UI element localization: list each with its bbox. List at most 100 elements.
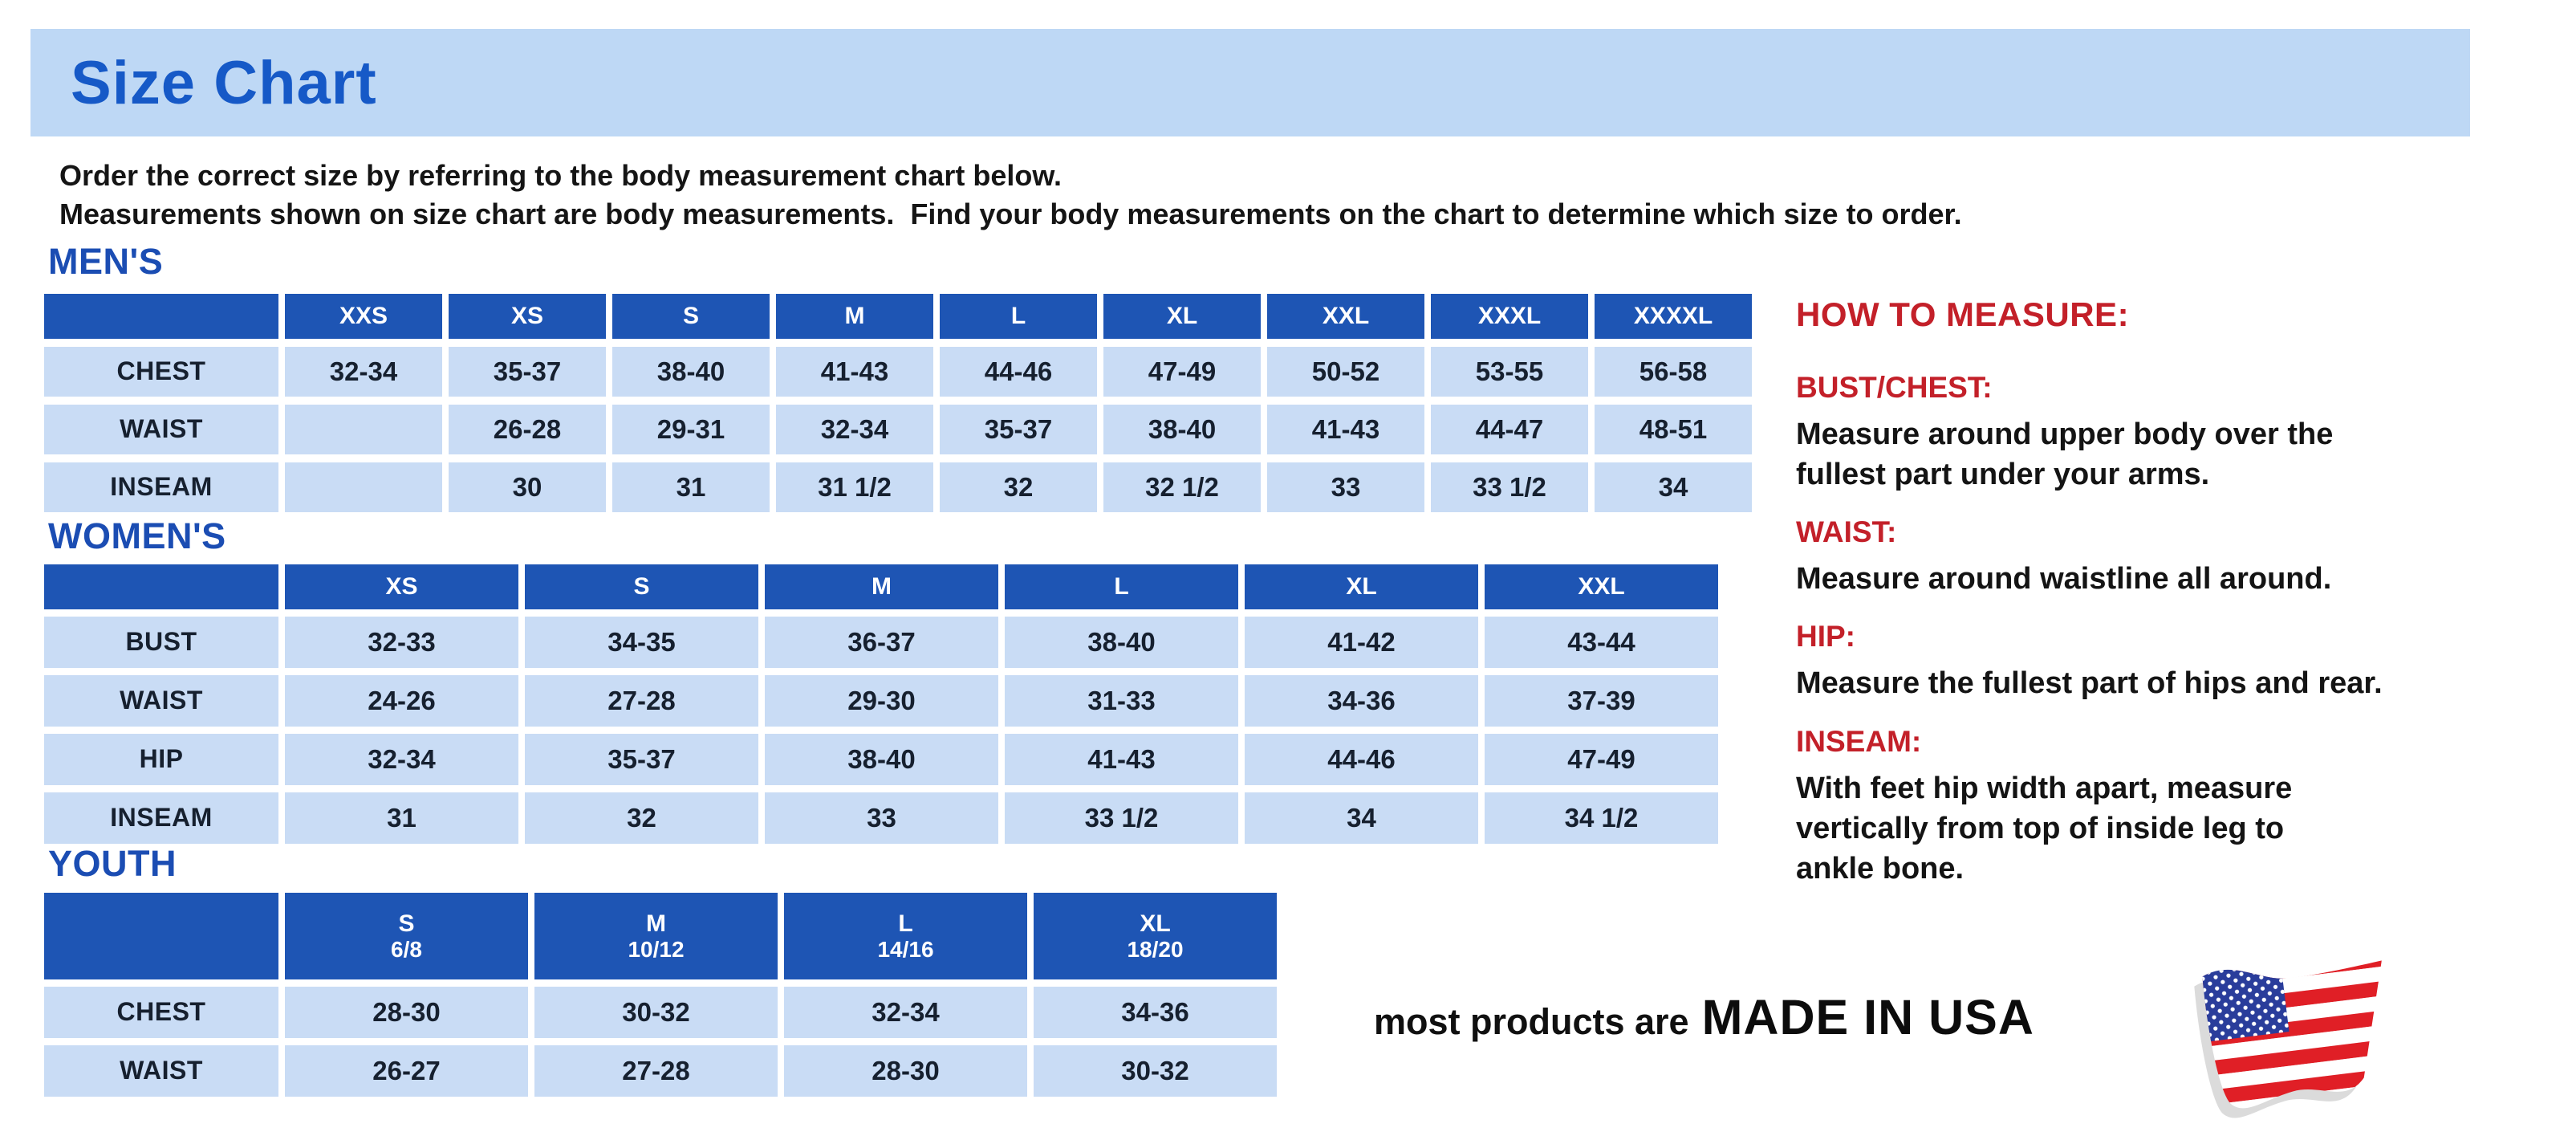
womens-size-cell: 38-40 [1005,617,1238,668]
column-size-label: S [682,303,699,330]
mens-size-cell: 50-52 [1267,347,1424,397]
womens-column-header-m: M [765,564,998,609]
column-size-range: 14/16 [877,937,934,963]
column-size-range: 10/12 [628,937,685,963]
womens-column-header-l: L [1005,564,1238,609]
youth-row-label-chest: CHEST [44,987,278,1038]
womens-size-cell: 31-33 [1005,675,1238,727]
youth-size-cell: 28-30 [784,1045,1027,1097]
intro-line-1: Order the correct size by referring to t… [59,159,1062,192]
measure-instruction: Measure the fullest part of hips and rea… [1796,666,2383,701]
womens-size-cell: 37-39 [1485,675,1718,727]
womens-row-label-bust: BUST [44,617,278,668]
mens-column-header-xxs: XXS [285,294,442,339]
womens-size-cell: 35-37 [525,734,758,785]
column-size-label: XL [1166,303,1198,330]
footer-prefix: most products are [1374,1001,1689,1042]
womens-size-table: XS S M L XL XXL BUST 32-33 34-35 36-37 38-40 41-42 4… [44,564,1718,844]
youth-header-corner [44,893,278,979]
youth-column-header-m: M 10/12 [534,893,778,979]
womens-column-header-xxl: XXL [1485,564,1718,609]
mens-size-cell: 41-43 [776,347,933,397]
mens-size-cell [285,462,442,512]
mens-size-cell: 33 [1267,462,1424,512]
womens-size-cell: 32-33 [285,617,518,668]
mens-size-cell [285,405,442,454]
column-size-label: M [844,303,865,330]
column-size-label: S [633,573,650,601]
how-to-measure-panel: HOW TO MEASURE: BUST/CHEST: Measure aroun… [1796,295,2558,889]
mens-row-label-waist: WAIST [44,405,278,454]
mens-size-cell: 26-28 [449,405,606,454]
mens-size-cell: 31 [612,462,770,512]
womens-row-label-inseam: INSEAM [44,792,278,844]
youth-size-cell: 32-34 [784,987,1027,1038]
column-size-label: XS [510,303,544,330]
column-size-label: M [872,573,892,601]
womens-size-cell: 29-30 [765,675,998,727]
column-size-label: XXXL [1477,303,1542,330]
youth-size-cell: 30-32 [534,987,778,1038]
mens-size-cell: 32 [940,462,1097,512]
womens-size-cell: 31 [285,792,518,844]
youth-column-header-l: L 14/16 [784,893,1027,979]
youth-size-cell: 26-27 [285,1045,528,1097]
column-size-label: S [398,910,415,937]
mens-column-header-xxxxl: XXXXL [1595,294,1752,339]
mens-size-cell: 31 1/2 [776,462,933,512]
youth-size-cell: 30-32 [1034,1045,1277,1097]
womens-size-cell: 41-42 [1245,617,1478,668]
how-to-measure-title: HOW TO MEASURE: [1796,295,2130,333]
mens-size-cell: 53-55 [1431,347,1588,397]
mens-row-label-inseam: INSEAM [44,462,278,512]
mens-column-header-xxxl: XXXL [1431,294,1588,339]
mens-size-cell: 34 [1595,462,1752,512]
measure-instruction: With feet hip width apart, measure verti… [1796,771,2293,886]
womens-size-cell: 33 1/2 [1005,792,1238,844]
mens-column-header-m: M [776,294,933,339]
womens-size-cell: 27-28 [525,675,758,727]
measure-instruction: Measure around waistline all around. [1796,562,2332,597]
mens-size-cell: 35-37 [940,405,1097,454]
footer-made-in-usa: MADE IN USA [1701,990,2034,1044]
mens-size-cell: 48-51 [1595,405,1752,454]
section-heading-youth: YOUTH [48,843,177,884]
mens-size-cell: 56-58 [1595,347,1752,397]
mens-size-cell: 44-46 [940,347,1097,397]
mens-header-corner [44,294,278,339]
womens-size-cell: 44-46 [1245,734,1478,785]
womens-size-cell: 43-44 [1485,617,1718,668]
mens-size-cell: 44-47 [1431,405,1588,454]
mens-size-cell: 29-31 [612,405,770,454]
womens-size-cell: 33 [765,792,998,844]
section-heading-womens: WOMEN'S [48,515,226,556]
mens-column-header-xl: XL [1103,294,1261,339]
womens-size-cell: 47-49 [1485,734,1718,785]
youth-row-label-waist: WAIST [44,1045,278,1097]
womens-size-cell: 34 1/2 [1485,792,1718,844]
youth-column-header-xl: XL 18/20 [1034,893,1277,979]
womens-size-cell: 38-40 [765,734,998,785]
measure-term-waist: WAIST: [1796,515,1897,549]
column-size-label: XXS [339,303,388,330]
youth-size-cell: 28-30 [285,987,528,1038]
column-size-label: XS [385,573,418,601]
youth-size-cell: 34-36 [1034,987,1277,1038]
made-in-usa-note: most products are MADE IN USA [1374,989,2034,1045]
column-size-label: XL [1140,910,1171,937]
mens-size-cell: 32 1/2 [1103,462,1261,512]
mens-size-cell: 30 [449,462,606,512]
mens-column-header-xs: XS [449,294,606,339]
column-size-label: L [1114,573,1129,601]
womens-column-header-s: S [525,564,758,609]
youth-column-header-s: S 6/8 [285,893,528,979]
mens-column-header-xxl: XXL [1267,294,1424,339]
womens-size-cell: 32-34 [285,734,518,785]
mens-size-cell: 38-40 [612,347,770,397]
page-title: Size Chart [71,48,377,117]
womens-size-cell: 34-36 [1245,675,1478,727]
youth-size-table: S 6/8 M 10/12 L 14/16 XL 18/20 CHEST 28-30 30-32 32… [44,893,1277,1097]
womens-size-cell: 34-35 [525,617,758,668]
intro-line-2: Measurements shown on size chart are bod… [59,197,1962,230]
